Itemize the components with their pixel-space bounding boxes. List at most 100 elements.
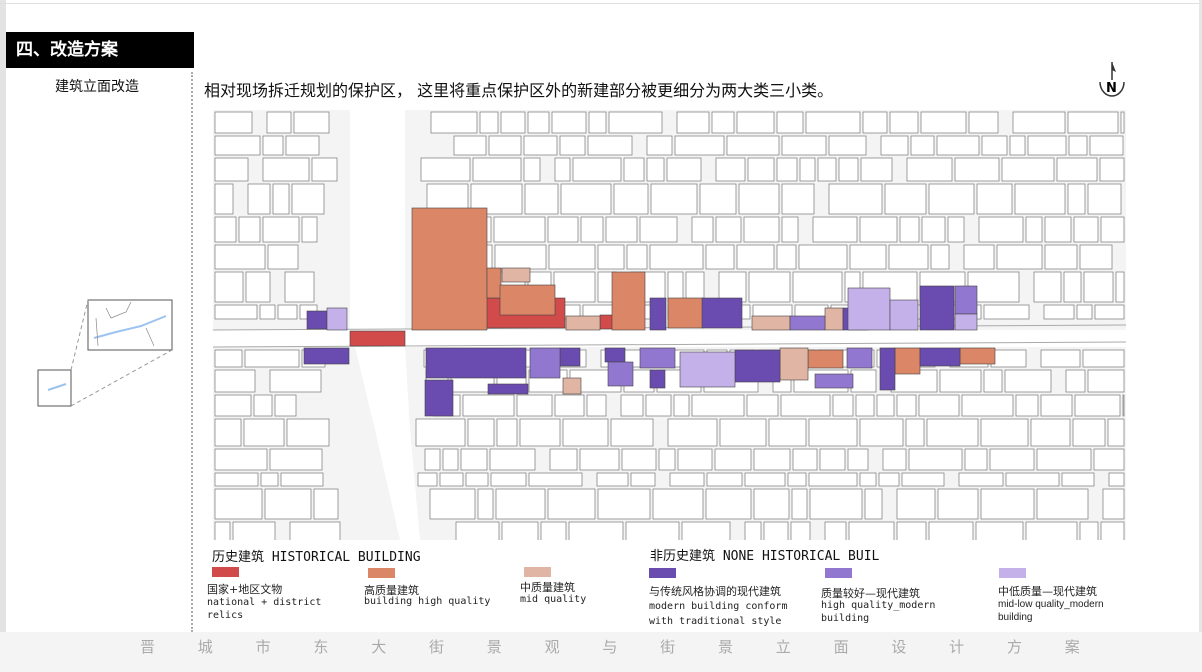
building-footprint	[1036, 488, 1089, 520]
building-footprint	[1087, 183, 1122, 215]
building-footprint	[214, 244, 266, 270]
building-footprint	[262, 135, 284, 156]
building-footprint	[1122, 394, 1125, 417]
building-modern-conform	[424, 379, 454, 417]
building-mid	[565, 315, 601, 331]
legend-label-zh: 国家+地区文物	[207, 583, 283, 596]
building-footprint	[963, 244, 995, 270]
footer-char: 城	[197, 638, 213, 656]
building-footprint	[1056, 157, 1098, 182]
legend-label-zh: 与传统风格协调的现代建筑	[649, 585, 781, 598]
building-footprint	[901, 472, 945, 487]
building-footprint	[791, 488, 808, 520]
building-footprint	[978, 216, 1024, 243]
building-footprint	[645, 394, 672, 417]
building-footprint	[691, 394, 745, 417]
building-footprint	[824, 521, 847, 545]
building-footprint	[646, 135, 673, 156]
building-footprint	[828, 183, 883, 215]
building-modern-conform	[919, 285, 955, 331]
building-footprint	[768, 418, 807, 447]
building-footprint	[253, 394, 273, 417]
building-footprint	[776, 244, 797, 270]
building-footprint	[667, 418, 718, 447]
building-footprint	[1025, 216, 1043, 243]
building-high	[667, 297, 704, 329]
building-footprint	[790, 521, 811, 545]
building-footprint	[489, 448, 536, 471]
building-footprint	[572, 157, 622, 182]
building-footprint	[776, 111, 804, 134]
footer-title: 晋城市东大街景观与街景立面设计方案	[140, 636, 1080, 657]
building-high	[486, 267, 502, 299]
building-footprint	[981, 135, 1008, 156]
building-footprint	[650, 183, 698, 215]
building-footprint	[1040, 394, 1073, 417]
building-footprint	[245, 271, 271, 303]
building-modern-high	[639, 347, 676, 369]
building-footprint	[560, 183, 612, 215]
building-footprint	[705, 488, 752, 520]
building-footprint	[523, 135, 558, 156]
building-footprint	[983, 304, 1030, 320]
building-modern-high	[529, 347, 561, 379]
building-footprint	[1012, 111, 1066, 134]
building-footprint	[847, 448, 869, 471]
building-footprint	[1065, 369, 1086, 393]
building-footprint	[983, 369, 1003, 393]
building-footprint	[961, 394, 1014, 417]
building-footprint	[1094, 304, 1125, 320]
building-footprint	[658, 448, 676, 471]
building-footprint	[554, 157, 571, 182]
building-footprint	[976, 183, 1013, 215]
building-footprint	[1087, 369, 1125, 393]
building-footprint	[882, 448, 907, 471]
building-footprint	[214, 157, 249, 182]
building-footprint	[264, 488, 312, 520]
section-title: 四、改造方案	[6, 32, 194, 68]
north-arrow-icon: N	[1094, 62, 1130, 102]
legend-label-en: modern building conform with traditional…	[649, 601, 788, 627]
building-modern-conform	[303, 347, 350, 365]
building-footprint	[289, 521, 341, 545]
building-modern-conform	[649, 297, 667, 331]
legend-label-en: high quality_modern building	[821, 600, 936, 624]
building-footprint	[817, 157, 837, 182]
footer-char: 景	[486, 638, 502, 656]
building-modern-high	[789, 315, 826, 331]
building-footprint	[896, 394, 917, 417]
building-footprint	[214, 369, 256, 393]
building-footprint	[799, 157, 816, 182]
building-footprint	[547, 216, 579, 243]
footer-char: 街	[428, 638, 444, 656]
building-footprint	[597, 488, 651, 520]
legend-label-en: building high quality	[364, 596, 491, 607]
footer-char: 晋	[140, 638, 156, 656]
building-footprint	[850, 369, 877, 393]
building-footprint	[888, 244, 929, 270]
building-footprint	[553, 271, 596, 303]
legend-swatch-mid	[524, 567, 551, 577]
building-footprint	[1044, 216, 1072, 243]
building-footprint	[884, 183, 927, 215]
building-modern-high	[846, 347, 873, 369]
building-footprint	[954, 157, 1000, 182]
building-footprint	[776, 157, 798, 182]
building-footprint	[548, 244, 596, 270]
building-footprint	[996, 244, 1043, 270]
building-footprint	[286, 418, 330, 447]
building-footprint	[860, 157, 893, 182]
building-footprint	[493, 216, 546, 243]
building-footprint	[646, 157, 665, 182]
building-footprint	[262, 216, 300, 243]
building-footprint	[681, 521, 731, 545]
building-footprint	[266, 111, 292, 134]
legend-label-zh: 中低质量—现代建筑	[998, 585, 1097, 598]
building-footprint	[214, 472, 259, 487]
building-footprint	[673, 394, 690, 417]
building-footprint	[819, 448, 846, 471]
building-footprint	[747, 157, 775, 182]
building-footprint	[980, 418, 1029, 447]
building-footprint	[524, 183, 559, 215]
building-footprint	[479, 111, 499, 134]
